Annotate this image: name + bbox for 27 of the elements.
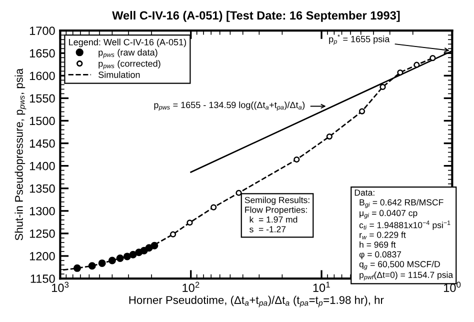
legend-label: Simulation <box>98 71 140 78</box>
x-tick-label: 10$^{3}$ <box>52 282 69 292</box>
y-axis-title: Shut-in Pseudopressure, p$_{pws}$, psia <box>14 68 26 240</box>
legend-title: Legend: Well C-IV-16 (A-051) <box>69 38 186 48</box>
y-tick-label: 1400 <box>30 162 55 170</box>
y-tick-label: 1200 <box>30 252 55 260</box>
annotation: Semilog Results: Flow Properties: k = 1.97 md s = -1.27 <box>244 196 310 232</box>
y-tick-label: 1650 <box>30 49 55 58</box>
y-tick-label: 1150 <box>30 274 55 283</box>
y-tick-label: 1300 <box>30 206 55 216</box>
legend-label: p$_{pws}$ (raw data) <box>98 48 158 58</box>
y-tick-label: 1550 <box>30 94 55 103</box>
y-tick-label: 1600 <box>30 72 55 80</box>
annotation: p$_{p}$$^{*}$ = 1655 psia <box>329 34 390 45</box>
x-tick-label: 10$^{0}$ <box>444 282 461 292</box>
y-tick-label: 1700 <box>30 26 55 35</box>
x-tick-label: 10$^{1}$ <box>313 282 330 292</box>
text: Data: B$_{gi}$ = 0.642 RB/MSCF μ$_{gi}$ = 0.0407 cp c$_{ti}$ = 1.94881x10$^{−4}$ psi$^{−1}$ r$_{w}$ = 0.229 ft h = 969 ft φ = 0.0837 q$_{g}$ = 60,500 MSCF/D p$_{pwf}$(Δt=0) = 1154.7 psia <box>354 190 454 281</box>
y-tick-label: 1350 <box>30 184 55 193</box>
y-tick-label: 1250 <box>30 229 55 238</box>
legend-label: p$_{pws}$ (corrected) <box>98 60 160 70</box>
x-tick-label: 10$^{2}$ <box>182 282 200 292</box>
chart-title: Well C-IV-16 (A-051) [Test Date: 16 September 1993] <box>112 10 400 22</box>
text: Horner Pseudotime, (Δt$_{a}$+t$_{pa}$)/Δt$_{a}$ (t$_{pa}$=t$_{p}$=1.98 hr), hr <box>129 296 384 308</box>
text: p$_{pws}$ = 1655 - 134.59 log((Δt$_{a}$+t$_{pa}$)/Δt$_{a}$) <box>154 102 305 111</box>
y-tick-label: 1450 <box>30 139 55 148</box>
y-tick-label: 1500 <box>30 116 55 126</box>
